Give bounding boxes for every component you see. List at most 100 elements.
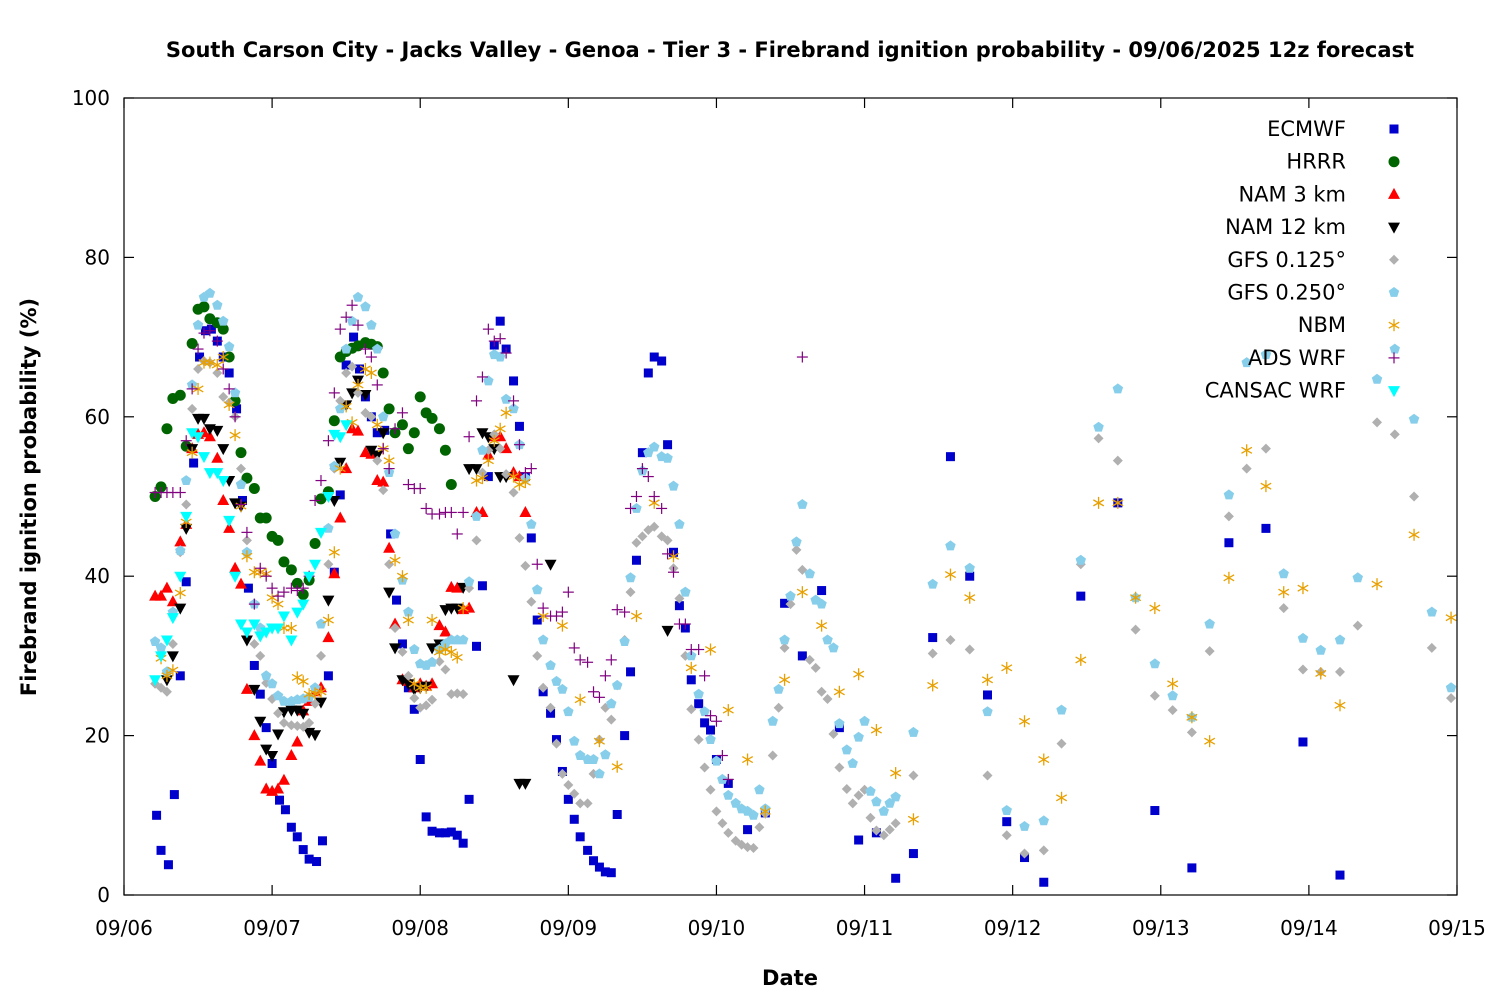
data-point-nam-3-km — [174, 535, 187, 547]
data-point-gfs-0-250 — [785, 590, 796, 601]
data-point-ecmwf — [237, 495, 247, 505]
data-point-nbm — [611, 760, 623, 773]
data-point-gfs-0-250 — [545, 660, 556, 670]
data-point-gfs-0-250 — [551, 675, 562, 686]
data-point-ads-wrf — [334, 323, 346, 335]
legend-marker-nbm — [1388, 319, 1400, 332]
data-point-gfs-0-125 — [853, 790, 864, 801]
data-point-nbm — [1297, 582, 1309, 595]
data-point-ecmwf — [626, 667, 636, 677]
data-point-ecmwf — [1335, 870, 1345, 880]
data-point-ads-wrf — [667, 566, 679, 578]
data-point-ads-wrf — [420, 502, 432, 514]
data-point-gfs-0-125 — [181, 499, 192, 510]
data-point-ecmwf — [335, 490, 345, 500]
data-point-gfs-0-125 — [582, 798, 593, 809]
data-point-gfs-0-125 — [323, 559, 334, 570]
data-point-nbm — [285, 622, 297, 635]
data-point-gfs-0-125 — [1149, 690, 1160, 701]
data-point-ads-wrf — [414, 483, 426, 495]
data-point-nbm — [371, 418, 383, 431]
data-point-gfs-0-250 — [1445, 682, 1457, 693]
data-point-ecmwf — [606, 868, 616, 878]
data-point-gfs-0-250 — [278, 695, 290, 706]
data-point-nam-12-km — [166, 651, 179, 663]
data-point-gfs-0-125 — [372, 455, 383, 466]
data-point-hrrr — [328, 415, 340, 427]
data-point-gfs-0-125 — [773, 702, 784, 713]
data-point-nbm — [796, 586, 808, 599]
legend-item-nam-3-km: NAM 3 km — [1238, 182, 1400, 206]
data-point-gfs-0-250 — [600, 749, 611, 760]
data-point-hrrr — [260, 512, 272, 524]
data-point-gfs-0-250 — [730, 797, 741, 808]
data-point-nbm — [1001, 661, 1013, 674]
legend-label: NAM 12 km — [1225, 215, 1346, 239]
data-point-gfs-0-250 — [908, 726, 919, 737]
data-point-nbm — [1093, 496, 1105, 509]
data-point-ecmwf — [317, 836, 327, 846]
data-point-nbm — [1315, 667, 1327, 680]
data-point-nam-3-km — [322, 631, 335, 643]
data-point-ecmwf — [663, 440, 673, 450]
data-point-ads-wrf — [383, 463, 395, 475]
data-point-hrrr — [383, 403, 395, 415]
data-point-nbm — [816, 619, 828, 632]
data-point-ecmwf — [446, 827, 456, 837]
data-point-gfs-0-250 — [212, 299, 223, 310]
data-point-gfs-0-125 — [964, 644, 975, 655]
data-point-gfs-0-125 — [1001, 830, 1012, 841]
data-point-gfs-0-250 — [865, 785, 876, 796]
data-point-ads-wrf — [463, 431, 475, 443]
data-point-ecmwf — [945, 452, 955, 462]
data-point-ads-wrf — [223, 383, 235, 395]
data-point-gfs-0-250 — [1426, 606, 1438, 617]
data-point-cansac-wrf — [260, 627, 273, 639]
data-point-gfs-0-125 — [847, 798, 858, 809]
data-point-hrrr — [396, 419, 408, 431]
data-point-cansac-wrf — [160, 635, 173, 647]
y-axis-label: Firebrand ignition probability (%) — [17, 298, 41, 696]
x-tick-label: 09/15 — [1428, 916, 1486, 940]
data-point-ads-wrf — [186, 383, 198, 395]
data-point-gfs-0-125 — [908, 770, 919, 781]
data-point-ads-wrf — [389, 423, 401, 435]
data-point-ecmwf — [464, 794, 474, 804]
data-point-ads-wrf — [315, 475, 327, 487]
legend-label: CANSAC WRF — [1205, 379, 1346, 403]
data-point-nam-3-km — [291, 735, 304, 747]
data-point-gfs-0-250 — [366, 319, 377, 330]
data-point-nam-12-km — [266, 751, 279, 763]
data-point-nbm — [722, 704, 734, 717]
data-point-gfs-0-250 — [1093, 421, 1104, 432]
data-point-gfs-0-125 — [421, 700, 432, 711]
data-point-nam-3-km — [254, 754, 267, 766]
data-point-gfs-0-250 — [662, 452, 673, 463]
data-point-gfs-0-250 — [346, 315, 358, 326]
data-point-gfs-0-125 — [335, 395, 346, 406]
data-point-ads-wrf — [625, 502, 637, 514]
data-point-ecmwf — [421, 812, 431, 822]
x-tick-label: 09/07 — [243, 916, 301, 940]
data-point-gfs-0-250 — [1334, 634, 1346, 645]
data-point-ads-wrf — [266, 582, 278, 594]
data-point-gfs-0-125 — [1352, 620, 1363, 631]
data-point-gfs-0-250 — [964, 562, 975, 573]
data-point-gfs-0-125 — [1167, 705, 1178, 716]
data-point-gfs-0-250 — [532, 584, 543, 595]
data-point-gfs-0-125 — [865, 812, 876, 823]
data-point-cansac-wrf — [235, 619, 248, 631]
data-point-nbm — [328, 546, 340, 559]
data-point-gfs-0-125 — [495, 443, 506, 454]
data-point-hrrr — [186, 337, 198, 349]
data-point-ecmwf — [891, 873, 901, 883]
data-point-nbm — [1075, 653, 1087, 666]
data-point-gfs-0-125 — [575, 798, 586, 809]
data-point-gfs-0-250 — [218, 315, 229, 326]
data-point-gfs-0-250 — [625, 572, 636, 583]
data-point-nbm — [223, 398, 235, 411]
data-point-ads-wrf — [710, 715, 722, 727]
data-point-gfs-0-125 — [304, 717, 315, 728]
legend-marker-ecmwf — [1389, 124, 1399, 134]
data-point-gfs-0-125 — [705, 784, 716, 795]
